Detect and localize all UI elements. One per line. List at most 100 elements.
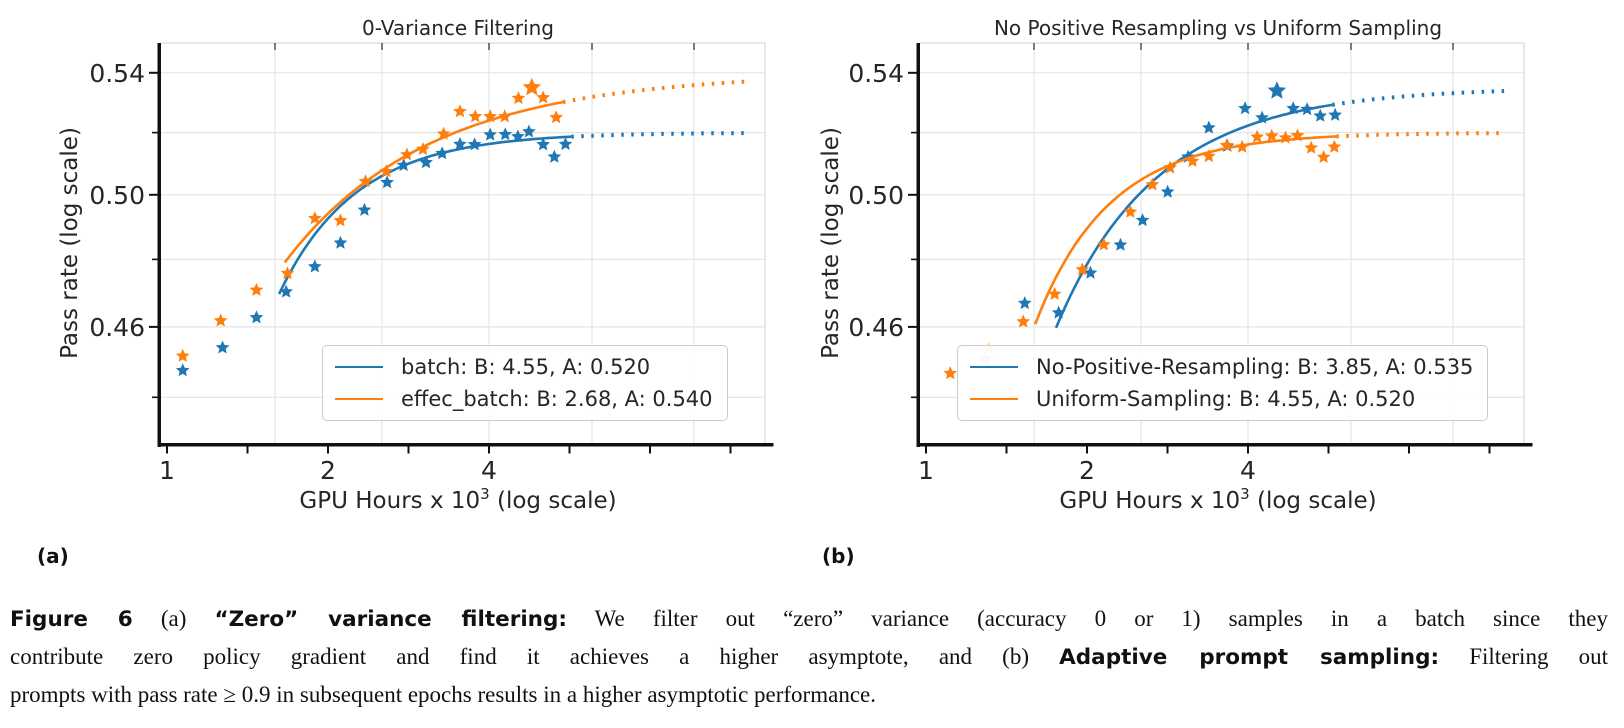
x-axis-spine xyxy=(157,443,774,447)
star-marker xyxy=(522,124,536,138)
star-marker xyxy=(1264,128,1279,142)
legend-label: No-Positive-Resampling: B: 3.85, A: 0.53… xyxy=(1036,355,1474,379)
fit-line-no-positive-resampling xyxy=(1054,103,1333,329)
star-marker xyxy=(1113,237,1128,251)
star-marker xyxy=(308,259,322,273)
legend-line-sample xyxy=(335,397,383,401)
star-marker xyxy=(1135,213,1150,227)
star-marker xyxy=(1083,265,1098,279)
series-batch xyxy=(175,124,747,377)
star-marker xyxy=(522,77,542,96)
star-marker xyxy=(1016,314,1031,328)
star-marker xyxy=(1163,160,1177,174)
star-marker xyxy=(453,104,467,118)
star-marker xyxy=(435,146,449,160)
caption-text-segment: contribute zero policy gradient and find… xyxy=(10,644,1060,669)
caption-line: Figure 6 (a) “Zero” variance filtering: … xyxy=(10,600,1608,638)
caption-text-segment: (a) xyxy=(132,606,215,631)
legend-line-sample xyxy=(970,397,1018,401)
caption-text-segment: prompts with pass rate ≥ 0.9 in subseque… xyxy=(10,682,876,707)
star-marker xyxy=(175,348,190,362)
chart-b: 1 2 4 0.46 0.50 0.54 No Positive Resampling vs… xyxy=(818,16,1533,514)
star-marker xyxy=(1313,108,1328,122)
star-marker xyxy=(358,174,373,188)
panel-label-a: (a) xyxy=(37,544,69,568)
star-marker xyxy=(396,158,411,172)
points-batch xyxy=(175,124,573,377)
legend-item: batch: B: 4.55, A: 0.520 xyxy=(335,351,713,383)
star-marker xyxy=(1202,149,1216,163)
fit-line-uniform-sampling xyxy=(1033,135,1337,325)
series-uniform-sampling xyxy=(943,128,1506,380)
star-marker xyxy=(547,149,562,163)
star-marker xyxy=(943,366,958,380)
y-tick-label: 0.50 xyxy=(89,181,145,210)
star-marker xyxy=(333,235,348,249)
chart-a: 1 2 4 0.46 0.50 0.54 0-Variance Filtering GPU H… xyxy=(57,16,774,514)
legend-item: No-Positive-Resampling: B: 3.85, A: 0.53… xyxy=(970,351,1473,383)
legend-a: batch: B: 4.55, A: 0.520 effec_batch: B: … xyxy=(322,345,728,421)
star-marker xyxy=(357,202,372,216)
star-marker xyxy=(1255,110,1269,124)
star-marker xyxy=(1278,130,1293,144)
x-tick-label: 1 xyxy=(159,456,175,485)
y-axis-spine xyxy=(157,43,161,447)
caption-text-segment: Filtering out xyxy=(1439,644,1608,669)
caption-line: contribute zero policy gradient and find… xyxy=(10,638,1608,676)
chart-title: 0-Variance Filtering xyxy=(362,16,554,40)
chart-title: No Positive Resampling vs Uniform Sampli… xyxy=(994,16,1442,40)
star-marker xyxy=(1202,120,1216,134)
legend-b: No-Positive-Resampling: B: 3.85, A: 0.53… xyxy=(957,345,1489,421)
y-tick-label: 0.54 xyxy=(848,59,904,88)
star-marker xyxy=(549,110,563,124)
y-tick-label: 0.46 xyxy=(848,313,904,342)
star-marker xyxy=(400,147,414,161)
legend-label: Uniform-Sampling: B: 4.55, A: 0.520 xyxy=(1036,387,1416,411)
y-axis-label: Pass rate (log scale) xyxy=(818,127,844,359)
asymptote-dotted-batch xyxy=(571,131,747,139)
star-marker xyxy=(436,126,451,140)
star-marker xyxy=(1290,128,1305,142)
legend-item: effec_batch: B: 2.68, A: 0.540 xyxy=(335,383,713,415)
x-tick-label: 2 xyxy=(1079,456,1095,485)
y-tick-label: 0.54 xyxy=(89,59,145,88)
star-marker xyxy=(511,129,525,143)
points-uniform-sampling xyxy=(943,128,1342,380)
star-marker xyxy=(1250,129,1264,143)
star-marker xyxy=(1051,305,1066,319)
star-marker xyxy=(498,127,513,141)
y-axis-spine xyxy=(916,43,920,447)
star-marker xyxy=(1160,184,1175,198)
star-marker xyxy=(497,109,512,123)
caption-bold-segment: Figure 6 xyxy=(10,607,133,632)
x-tick-label: 1 xyxy=(918,456,934,485)
legend-line-sample xyxy=(970,365,1018,369)
star-marker xyxy=(1327,139,1342,153)
star-marker xyxy=(249,282,264,296)
star-marker xyxy=(1286,101,1301,115)
star-marker xyxy=(1017,296,1032,310)
star-marker xyxy=(1075,262,1090,276)
star-marker xyxy=(1219,138,1234,152)
star-marker xyxy=(467,137,482,151)
x-tick-label: 4 xyxy=(481,456,497,485)
star-marker xyxy=(1047,286,1062,300)
star-marker xyxy=(213,313,228,327)
charts-svg: 1 2 4 0.46 0.50 0.54 0-Variance Filtering GPU H… xyxy=(57,16,1533,514)
star-marker xyxy=(1123,204,1138,218)
caption-text-segment: We filter out “zero” variance (accuracy … xyxy=(566,606,1608,631)
x-axis-label: GPU Hours x 103 (log scale) xyxy=(299,485,616,514)
star-marker xyxy=(1316,150,1331,163)
star-marker xyxy=(419,155,433,169)
star-marker xyxy=(416,142,430,155)
star-marker xyxy=(468,109,483,123)
x-axis-label: GPU Hours x 103 (log scale) xyxy=(1059,485,1376,514)
star-marker xyxy=(1145,177,1160,191)
star-marker xyxy=(379,164,394,178)
star-marker xyxy=(558,137,573,151)
star-marker xyxy=(333,213,348,227)
star-marker xyxy=(308,211,322,225)
star-marker xyxy=(380,175,394,189)
star-marker xyxy=(1235,139,1249,153)
